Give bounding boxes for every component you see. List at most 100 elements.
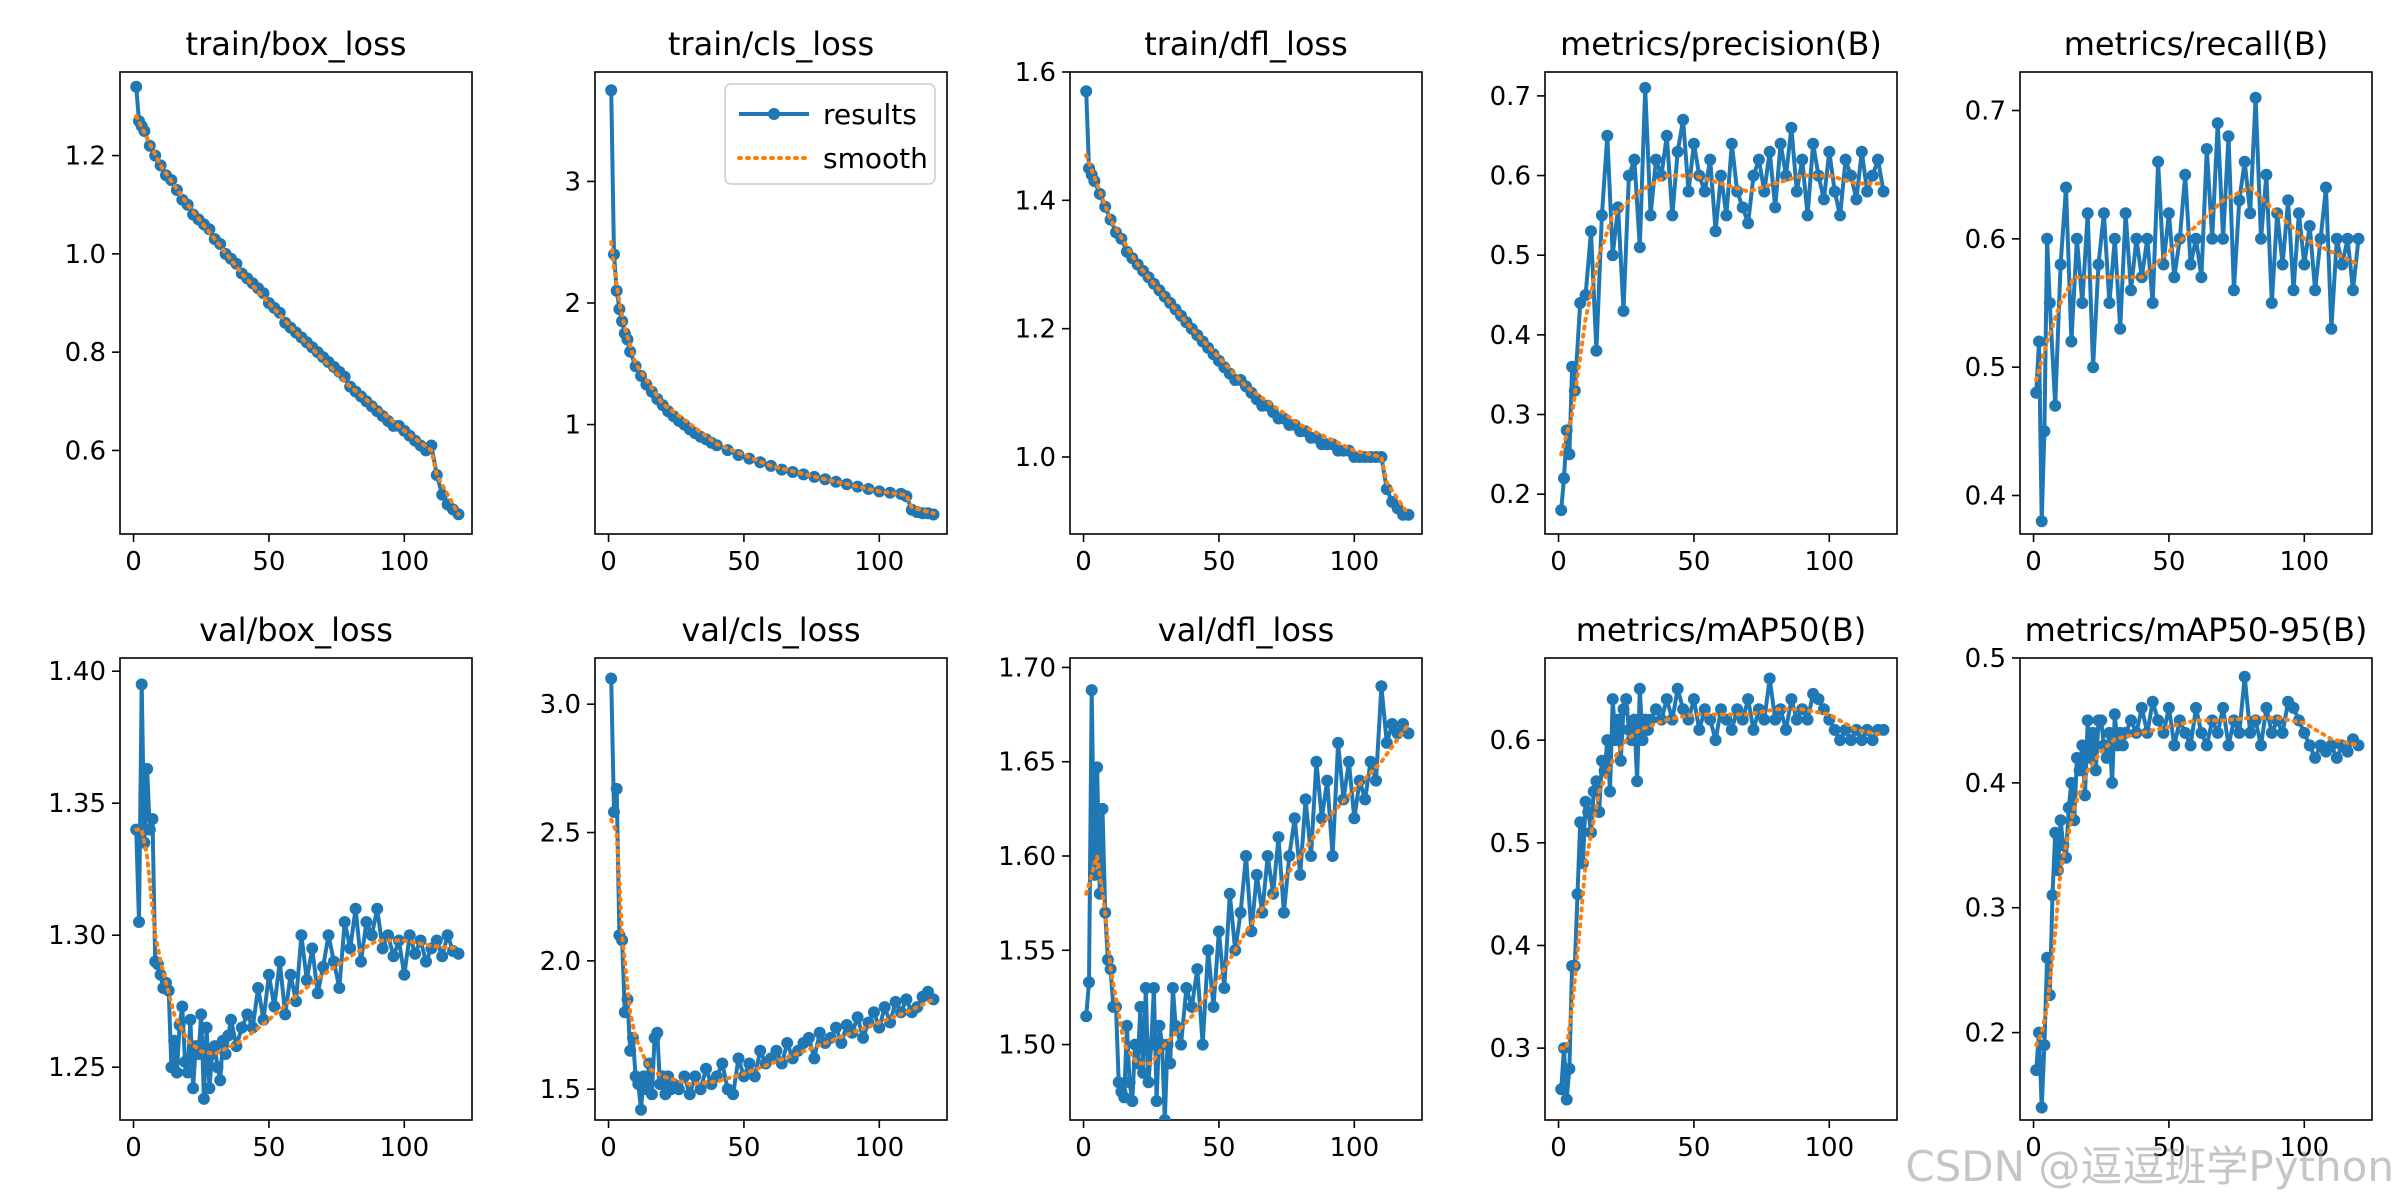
axes-frame xyxy=(1544,657,1898,1121)
smooth-line xyxy=(134,827,461,1057)
x-tick-label: 0 xyxy=(1075,547,1092,577)
results-point xyxy=(2195,271,2208,284)
results-point xyxy=(884,486,897,499)
results-point xyxy=(2152,155,2165,168)
results-point xyxy=(2244,726,2257,739)
x-tick-label: 50 xyxy=(2152,547,2185,577)
results-point xyxy=(2065,776,2078,789)
results-point xyxy=(2276,726,2289,739)
results-point xyxy=(1845,169,1857,182)
results-point xyxy=(2076,297,2089,309)
results-point xyxy=(441,929,454,942)
results-point xyxy=(694,1083,707,1096)
results-point xyxy=(1704,713,1717,726)
results-point xyxy=(1747,723,1760,736)
smooth-line xyxy=(609,240,936,516)
results-point xyxy=(1639,81,1652,94)
results-point xyxy=(214,1074,227,1087)
results-point xyxy=(1609,734,1622,747)
results-point xyxy=(1817,193,1830,206)
results-point xyxy=(1096,802,1109,815)
results-point xyxy=(2287,701,2300,714)
results-point xyxy=(1590,344,1603,357)
x-tick-label: 50 xyxy=(1677,547,1710,577)
results-point xyxy=(1839,153,1852,166)
watermark: CSDN @逗逗班学Python xyxy=(1905,1142,2394,1191)
results-point xyxy=(436,488,449,501)
results-point xyxy=(403,929,416,942)
plot-area xyxy=(2030,670,2365,1114)
results-point xyxy=(802,1031,815,1044)
panel-title: metrics/mAP50-95(B) xyxy=(2025,611,2368,649)
results-point xyxy=(2108,708,2121,721)
results-point xyxy=(1080,85,1093,98)
results-point xyxy=(1650,153,1662,166)
x-tick-label: 100 xyxy=(854,547,904,577)
y-tick-label: 0.6 xyxy=(1490,162,1531,192)
results-point xyxy=(146,813,159,825)
results-point xyxy=(1774,137,1787,150)
results-line xyxy=(134,86,460,516)
y-tick-label: 0.4 xyxy=(1965,769,2006,799)
results-point xyxy=(1628,153,1641,166)
panel-metrics-map50-95-b: metrics/mAP50-95(B) 0 50 100 0.2 0.3 0.4 0.5 xyxy=(1965,611,2373,1163)
results-point xyxy=(2233,726,2246,739)
results-point xyxy=(2314,232,2327,245)
results-point xyxy=(1277,906,1290,919)
results-point xyxy=(2309,284,2322,297)
results-point xyxy=(1715,703,1727,716)
y-tick-label: 0.2 xyxy=(1965,1019,2006,1049)
axes-frame xyxy=(1544,71,1898,535)
results-point xyxy=(2255,232,2267,245)
smooth-line xyxy=(1084,153,1411,517)
results-point xyxy=(1687,137,1700,150)
results-point xyxy=(1342,755,1355,768)
results-point xyxy=(1780,723,1792,736)
results-point xyxy=(311,987,324,1000)
x-tick-label: 100 xyxy=(1329,1133,1379,1163)
panel-metrics-map50-b: metrics/mAP50(B) 0 50 100 0.3 0.4 0.5 0.6 xyxy=(1490,611,1898,1163)
results-point xyxy=(2070,751,2083,764)
panel-val-cls-loss: val/cls_loss 0 50 100 1.5 2.0 2.5 3.0 xyxy=(540,611,948,1163)
results-point xyxy=(176,1000,189,1013)
results-point xyxy=(436,950,449,963)
results-point xyxy=(748,1070,761,1083)
x-tick-label: 0 xyxy=(600,1133,617,1163)
results-point xyxy=(1150,1095,1163,1108)
results-point xyxy=(1682,185,1695,198)
results-point xyxy=(2065,335,2078,348)
results-point xyxy=(2062,801,2075,814)
results-point xyxy=(1386,718,1399,730)
results-point xyxy=(2260,168,2273,181)
results-point xyxy=(2041,232,2054,245)
results-point xyxy=(1202,944,1215,957)
results-point xyxy=(430,934,443,947)
y-tick-label: 3.0 xyxy=(540,690,581,720)
results-point xyxy=(2233,194,2246,207)
results-point xyxy=(1845,734,1857,747)
results-point xyxy=(365,929,378,942)
results-point xyxy=(1305,850,1317,862)
smooth-line xyxy=(609,817,936,1087)
plot-area xyxy=(1555,672,1890,1106)
y-tick-label: 0.6 xyxy=(1965,225,2006,255)
y-tick-label: 1.4 xyxy=(1015,186,1056,216)
x-tick-label: 50 xyxy=(727,1133,760,1163)
results-point xyxy=(1687,693,1700,706)
panel-title: train/dfl_loss xyxy=(1144,25,1348,63)
results-point xyxy=(2033,335,2045,348)
x-tick-label: 100 xyxy=(1329,547,1379,577)
results-point xyxy=(2206,232,2219,245)
results-point xyxy=(2330,751,2343,764)
legend-label-smooth: smooth xyxy=(823,142,928,175)
results-point xyxy=(1595,754,1608,767)
results-point xyxy=(1587,785,1600,798)
results-point xyxy=(1801,209,1814,222)
results-point xyxy=(1633,241,1646,254)
axes-frame xyxy=(1069,71,1423,535)
y-tick-label: 3 xyxy=(564,167,581,197)
results-point xyxy=(2087,361,2100,374)
y-tick-label: 0.3 xyxy=(1490,1034,1531,1064)
results-point xyxy=(1563,1062,1576,1075)
smooth-line xyxy=(1559,707,1886,1051)
